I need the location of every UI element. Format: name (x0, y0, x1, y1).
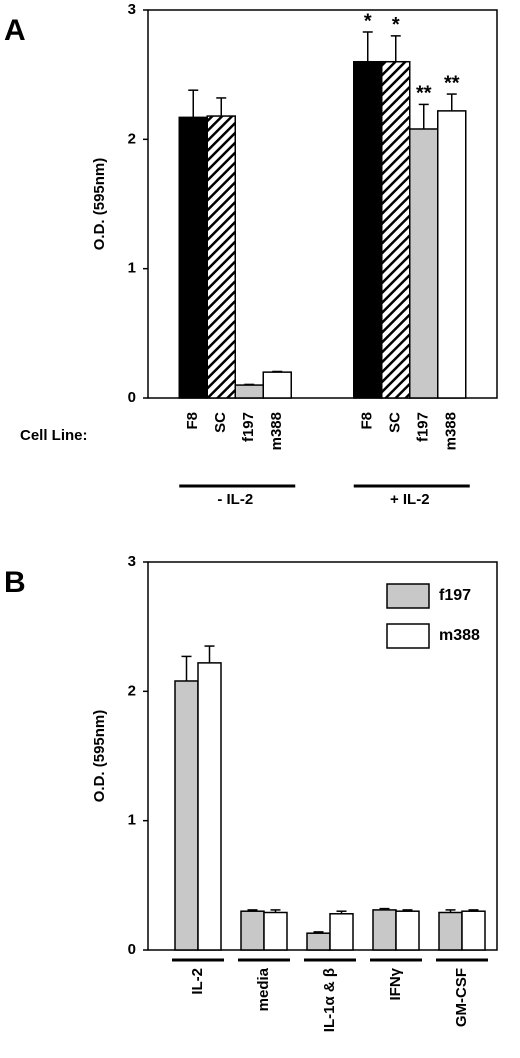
bar (178, 116, 208, 399)
bar (329, 913, 354, 951)
bar (395, 910, 420, 951)
bar (206, 115, 236, 399)
row-label: Cell Line: (20, 427, 88, 444)
legend-label: m388 (439, 627, 480, 644)
x-tick-label: SC (212, 412, 229, 433)
significance-mark: * (392, 14, 400, 36)
y-tick-label: 2 (128, 130, 136, 147)
x-tick-label: m388 (268, 412, 285, 450)
y-tick-label: 3 (128, 553, 136, 570)
x-tick-label: IFNγ (387, 967, 404, 1000)
y-tick-label: 1 (128, 260, 136, 277)
panel-label: A (4, 14, 26, 47)
y-axis-label: O.D. (595nm) (91, 710, 108, 803)
x-tick-label: f197 (415, 412, 432, 442)
bar (174, 680, 199, 951)
x-tick-label: F8 (359, 412, 376, 430)
panel-label: B (4, 566, 26, 599)
y-tick-label: 0 (128, 389, 136, 406)
y-tick-label: 3 (128, 1, 136, 18)
x-tick-label: GM-CSF (453, 968, 470, 1027)
bar (437, 110, 467, 399)
bar (381, 60, 411, 399)
x-tick-label: f197 (240, 412, 257, 442)
y-tick-label: 2 (128, 682, 136, 699)
bar (372, 909, 397, 951)
bar (461, 910, 486, 951)
x-tick-label: media (255, 967, 272, 1011)
bar (409, 128, 439, 399)
x-tick-label: IL-1α & β (321, 968, 338, 1032)
x-tick-label: F8 (184, 412, 201, 430)
legend-label: f197 (439, 587, 471, 604)
bar (197, 662, 222, 951)
y-axis-label: O.D. (595nm) (91, 158, 108, 251)
bar (234, 384, 264, 399)
y-tick-label: 0 (128, 941, 136, 958)
group-label: + IL-2 (390, 491, 430, 508)
significance-mark: ** (444, 72, 460, 94)
significance-mark: ** (416, 83, 432, 105)
bar (263, 911, 288, 951)
plot-frame (147, 9, 498, 399)
bar (262, 371, 292, 399)
bar (438, 911, 463, 951)
bar (353, 60, 383, 399)
x-tick-label: m388 (443, 412, 460, 450)
group-label: - IL-2 (217, 491, 253, 508)
bar (306, 932, 331, 951)
significance-mark: * (364, 10, 372, 32)
legend-swatch (386, 583, 430, 609)
legend-swatch (386, 623, 430, 649)
y-tick-label: 1 (128, 812, 136, 829)
bar (240, 910, 265, 951)
x-tick-label: IL-2 (189, 968, 206, 995)
x-tick-label: SC (387, 412, 404, 433)
